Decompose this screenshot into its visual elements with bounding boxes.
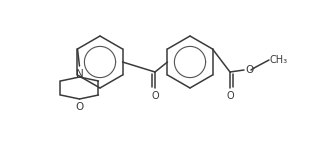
Text: O: O bbox=[75, 102, 84, 112]
Text: O: O bbox=[245, 65, 253, 75]
Text: CH₃: CH₃ bbox=[270, 55, 288, 65]
Text: O: O bbox=[226, 91, 234, 101]
Text: O: O bbox=[151, 91, 159, 101]
Text: N: N bbox=[76, 69, 83, 79]
